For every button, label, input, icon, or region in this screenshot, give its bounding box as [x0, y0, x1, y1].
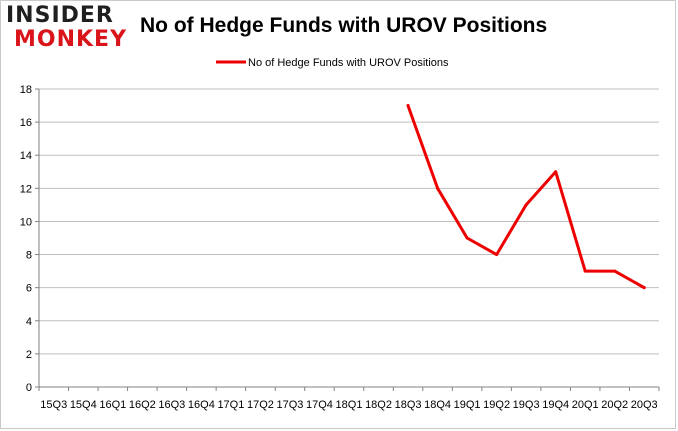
x-tick-label: 20Q1 — [572, 399, 599, 411]
x-tick-label: 18Q2 — [365, 399, 392, 411]
x-tick-label: 19Q3 — [513, 399, 540, 411]
data-point — [642, 286, 646, 290]
y-tick-label: 16 — [20, 117, 32, 129]
y-tick-label: 12 — [20, 183, 32, 195]
logo-line-2: MONKEY — [14, 27, 128, 52]
y-tick-label: 6 — [26, 283, 32, 295]
data-point — [613, 269, 617, 273]
data-point — [465, 236, 469, 240]
y-tick-label: 8 — [26, 250, 32, 262]
x-tick-label: 17Q2 — [247, 399, 274, 411]
x-tick-label: 17Q1 — [217, 399, 244, 411]
x-tick-label: 15Q3 — [40, 399, 67, 411]
y-tick-label: 10 — [20, 216, 32, 228]
x-tick-label: 16Q3 — [158, 399, 185, 411]
chart-title: No of Hedge Funds with UROV Positions — [140, 14, 548, 37]
data-point — [583, 269, 587, 273]
x-tick-label: 20Q2 — [601, 399, 628, 411]
data-point — [495, 253, 499, 257]
y-tick-label: 2 — [26, 349, 32, 361]
y-tick-label: 0 — [26, 382, 32, 394]
y-tick-label: 14 — [20, 150, 32, 162]
insider-monkey-logo: INSIDER MONKEY — [6, 4, 128, 58]
x-tick-label: 19Q2 — [483, 399, 510, 411]
x-tick-label: 18Q4 — [424, 399, 451, 411]
x-tick-label: 20Q3 — [631, 399, 658, 411]
y-tick-label: 4 — [26, 316, 32, 328]
x-tick-label: 16Q1 — [99, 399, 126, 411]
logo-line-1: INSIDER — [6, 3, 114, 28]
data-point — [436, 186, 440, 190]
x-tick-label: 19Q1 — [454, 399, 481, 411]
data-point — [524, 203, 528, 207]
data-point — [554, 170, 558, 174]
x-tick-label: 16Q4 — [188, 399, 215, 411]
series-line — [406, 104, 646, 290]
x-tick-label: 18Q1 — [336, 399, 363, 411]
x-tick-label: 15Q4 — [70, 399, 97, 411]
legend-label: No of Hedge Funds with UROV Positions — [248, 57, 449, 69]
y-tick-label: 18 — [20, 84, 32, 96]
data-point — [406, 104, 410, 108]
x-tick-label: 17Q3 — [276, 399, 303, 411]
x-tick-label: 17Q4 — [306, 399, 333, 411]
x-tick-label: 16Q2 — [129, 399, 156, 411]
x-tick-label: 19Q4 — [542, 399, 569, 411]
x-tick-label: 18Q3 — [395, 399, 422, 411]
